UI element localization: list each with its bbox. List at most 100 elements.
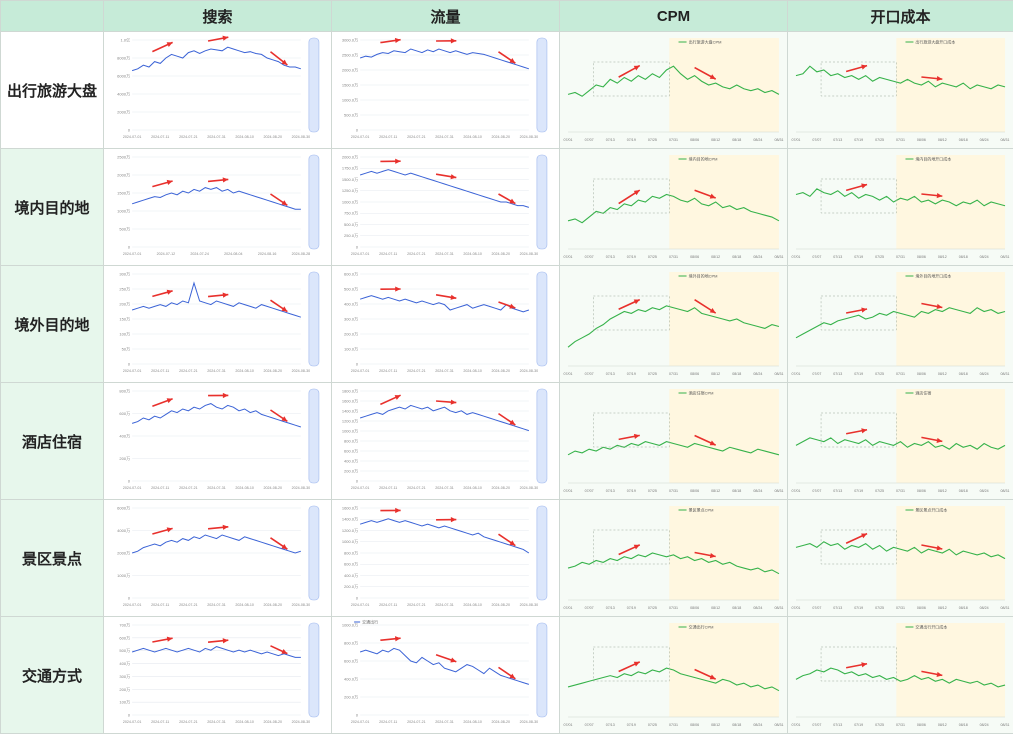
x-tick-label: 07/13: [833, 723, 842, 727]
y-tick-label: 200万: [119, 687, 130, 692]
x-tick-label: 2024-08-28: [292, 252, 310, 256]
column-header-search: 搜索: [103, 0, 332, 32]
x-tick-label: 07/31: [669, 372, 678, 376]
trend-arrow-icon: [207, 292, 229, 298]
trend-arrow-icon: [270, 299, 288, 313]
x-tick-label: 07/07: [585, 372, 594, 376]
x-tick-label: 2024-07-31: [207, 720, 225, 724]
arrow-head: [450, 294, 457, 300]
x-tick-label: 2024-07-11: [151, 603, 169, 607]
x-tick-label: 07/07: [585, 606, 594, 610]
legend-label: 出行旅游大盘开口成本: [915, 38, 955, 44]
x-tick-label: 07/25: [648, 606, 657, 610]
y-tick-label: 3000.0万: [342, 38, 358, 43]
x-tick-label: 2024-08-10: [463, 135, 481, 139]
x-tick-label: 07/13: [833, 255, 842, 259]
highlight-region: [669, 506, 779, 600]
trend-arrow-icon: [380, 636, 401, 642]
x-tick-label: 08/06: [917, 723, 926, 727]
x-tick-label: 08/24: [753, 606, 762, 610]
y-tick-label: 800万: [119, 389, 130, 394]
x-tick-label: 08/31: [774, 372, 783, 376]
series-line: [131, 646, 301, 658]
x-tick-label: 2024-07-11: [379, 720, 397, 724]
x-tick-label: 07/13: [606, 138, 615, 142]
data-zoom-slider: [308, 388, 320, 484]
y-tick-label: 200.0万: [344, 332, 358, 337]
trend-arrow-icon: [207, 638, 229, 644]
x-tick-label: 07/01: [791, 372, 800, 376]
x-tick-label: 07/07: [812, 606, 821, 610]
reference-box: [820, 178, 897, 214]
y-tick-label: 1400.0万: [342, 517, 358, 522]
arrow-head: [861, 428, 868, 434]
chart-svg: 交通出行开口成本 07/01 07/07 07/13 07/19 07/25 07/31 08…: [788, 617, 1013, 733]
legend-label: 出行旅游大盘CPM: [689, 39, 722, 45]
y-tick-label: 0: [356, 596, 359, 601]
data-zoom-slider: [308, 622, 320, 718]
x-tick-label: 2024-08-30: [292, 369, 310, 373]
chart-svg: 1800.0万 1600.0万 1400.0万 1200.0万 1000.0万 800.0…: [342, 389, 548, 490]
legend-label: 境外目的地开口成本: [915, 272, 951, 278]
trend-arrow-icon: [498, 193, 516, 205]
y-tick-label: 0: [128, 596, 131, 601]
x-tick-label: 2024-07-01: [123, 252, 141, 256]
x-tick-label: 07/19: [854, 138, 863, 142]
x-tick-label: 08/31: [774, 489, 783, 493]
arrow-head: [861, 662, 868, 668]
trend-arrow-icon: [921, 670, 943, 677]
x-tick-label: 07/31: [669, 606, 678, 610]
x-tick-label: 08/31: [1001, 606, 1010, 610]
trend-arrow-icon: [207, 177, 229, 183]
x-tick-label: 08/12: [711, 255, 720, 259]
x-tick-label: 2024-07-01: [351, 369, 369, 373]
x-tick-label: 08/24: [753, 138, 762, 142]
row-domestic: 境内目的地 2500万 2000万 1500万 1000万 500万 0 2024-07-0…: [0, 148, 1013, 266]
legend-label: 交通出行开口成本: [915, 623, 947, 629]
x-tick-label: 07/01: [791, 606, 800, 610]
x-tick-label: 2024-07-31: [435, 486, 453, 490]
data-zoom-slider: [536, 622, 548, 718]
x-tick-label: 2024-08-10: [235, 720, 253, 724]
x-tick-label: 07/19: [854, 723, 863, 727]
x-tick-label: 2024-07-21: [179, 486, 197, 490]
x-tick-label: 08/31: [1001, 255, 1010, 259]
x-tick-label: 2024-07-01: [123, 369, 141, 373]
traffic-chart: 3000.0万 2500.0万 2000.0万 1500.0万 1000.0万 500.0…: [331, 31, 560, 149]
x-tick-label: 07/01: [791, 255, 800, 259]
x-tick-label: 08/24: [980, 138, 989, 142]
legend-label: 酒店住宿: [915, 389, 931, 395]
x-tick-label: 2024-07-01: [123, 720, 141, 724]
arrow-head: [509, 673, 516, 679]
trend-arrow-icon: [152, 289, 173, 298]
y-tick-label: 800.0万: [344, 439, 358, 444]
y-tick-label: 600.0万: [344, 272, 358, 277]
legend-label: 酒店住宿CPM: [689, 390, 714, 396]
x-tick-label: 2024-08-20: [492, 135, 510, 139]
x-tick-label: 2024-07-21: [179, 720, 197, 724]
x-tick-label: 08/24: [753, 372, 762, 376]
x-tick-label: 07/25: [875, 372, 884, 376]
x-tick-label: 08/12: [711, 138, 720, 142]
arrow-head: [281, 200, 288, 206]
arrow-head: [450, 38, 457, 44]
y-tick-label: 800.0万: [344, 641, 358, 646]
x-tick-label: 2024-08-20: [264, 369, 282, 373]
trend-arrow-icon: [207, 35, 229, 42]
arrow-head: [450, 174, 457, 180]
x-tick-label: 07/25: [875, 723, 884, 727]
x-tick-label: 2024-07-11: [379, 369, 397, 373]
highlight-region: [669, 389, 779, 483]
data-zoom-slider: [536, 37, 548, 133]
y-tick-label: 1000.0万: [342, 429, 358, 434]
x-tick-label: 07/25: [648, 723, 657, 727]
x-tick-label: 07/25: [875, 489, 884, 493]
x-tick-label: 2024-07-11: [151, 135, 169, 139]
x-tick-label: 2024-08-30: [292, 486, 310, 490]
chart-svg: 酒店住宿 07/01 07/07 07/13 07/19 07/25 07/31 08/06 0…: [788, 383, 1013, 499]
x-tick-label: 08/24: [980, 489, 989, 493]
trend-arrow-icon: [921, 544, 943, 551]
x-tick-label: 07/01: [564, 606, 573, 610]
x-tick-label: 2024-08-04: [224, 252, 242, 256]
x-tick-label: 07/13: [606, 723, 615, 727]
